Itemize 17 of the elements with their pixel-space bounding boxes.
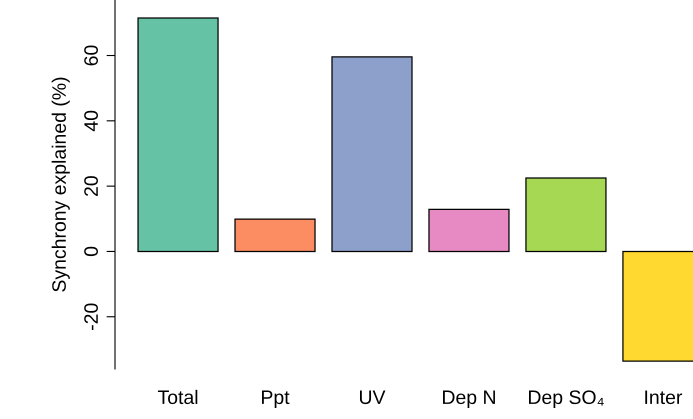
x-tick-label: Ppt [262,390,290,408]
x-tick-label: Total [158,390,198,404]
x-tick-label: Dep N [443,390,495,408]
y-tick-label: 20 [84,176,98,196]
bar [137,17,219,252]
bar [234,218,316,252]
bar [428,208,510,252]
y-tick-label: -20 [84,303,98,330]
x-tick-label: Inter [645,390,682,404]
bar [331,56,413,252]
y-tick-label: 0 [84,246,98,256]
x-tick-label: Dep SO₄ [529,390,604,408]
y-axis-title: Synchrony explained (%) [52,78,70,292]
y-tick-label: 60 [84,45,98,66]
bar [525,177,607,252]
x-tick-label: UV [360,390,386,404]
y-tick-label: 40 [84,110,98,132]
